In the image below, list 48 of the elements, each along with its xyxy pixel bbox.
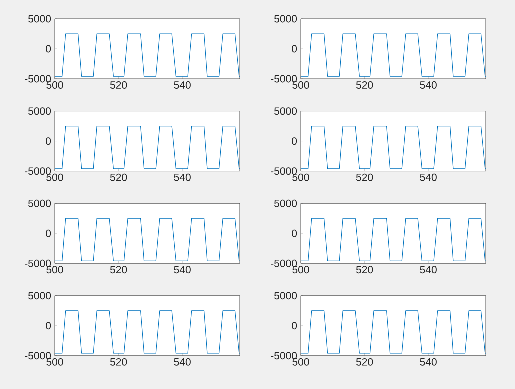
y-tick-label: 0	[292, 45, 298, 53]
x-tick-label: 540	[174, 174, 191, 182]
x-tick-label: 520	[356, 82, 374, 89]
y-tick-label: 0	[46, 138, 52, 146]
x-tick-label: 520	[110, 266, 128, 274]
x-tick-label: 500	[292, 82, 310, 89]
x-tick-label: 520	[356, 174, 374, 182]
y-tick-label: -5000	[25, 75, 52, 83]
y-tick-label: 0	[46, 230, 52, 238]
x-tick-label: 500	[292, 266, 310, 274]
y-tick-label: 0	[292, 322, 298, 330]
y-tick-label: -5000	[25, 260, 52, 268]
y-tick-label: 5000	[28, 15, 52, 23]
x-tick-label: 540	[420, 358, 437, 366]
y-tick-label: 0	[46, 45, 52, 53]
x-tick-label: 520	[110, 174, 128, 182]
y-tick-label: -5000	[271, 352, 298, 360]
y-tick-label: 0	[46, 322, 52, 330]
y-tick-label: 5000	[274, 108, 298, 116]
y-tick-label: 5000	[28, 108, 52, 116]
x-tick-label: 520	[356, 358, 374, 366]
x-tick-label: 540	[420, 82, 437, 89]
y-tick-label: 0	[292, 138, 298, 146]
y-tick-label: 5000	[274, 15, 298, 23]
x-tick-label: 500	[46, 174, 64, 182]
x-tick-label: 540	[420, 174, 437, 182]
x-tick-label: 540	[174, 266, 191, 274]
y-tick-label: 5000	[28, 200, 52, 208]
y-tick-label: 0	[292, 230, 298, 238]
x-tick-label: 500	[292, 358, 310, 366]
y-tick-label: -5000	[271, 75, 298, 83]
x-tick-label: 520	[356, 266, 374, 274]
x-tick-label: 500	[292, 174, 310, 182]
y-tick-label: 5000	[274, 292, 298, 300]
y-tick-label: 5000	[274, 200, 298, 208]
x-tick-label: 540	[174, 358, 191, 366]
x-tick-label: 500	[46, 82, 64, 89]
x-tick-label: 500	[46, 266, 64, 274]
x-tick-label: 520	[110, 82, 128, 89]
x-tick-label: 540	[174, 82, 191, 89]
y-tick-label: -5000	[271, 168, 298, 176]
x-tick-label: 520	[110, 358, 128, 366]
x-tick-label: 500	[46, 358, 64, 366]
y-tick-label: -5000	[25, 352, 52, 360]
y-tick-label: -5000	[25, 168, 52, 176]
y-tick-label: 5000	[28, 292, 52, 300]
y-tick-label: -5000	[271, 260, 298, 268]
x-tick-label: 540	[420, 266, 437, 274]
